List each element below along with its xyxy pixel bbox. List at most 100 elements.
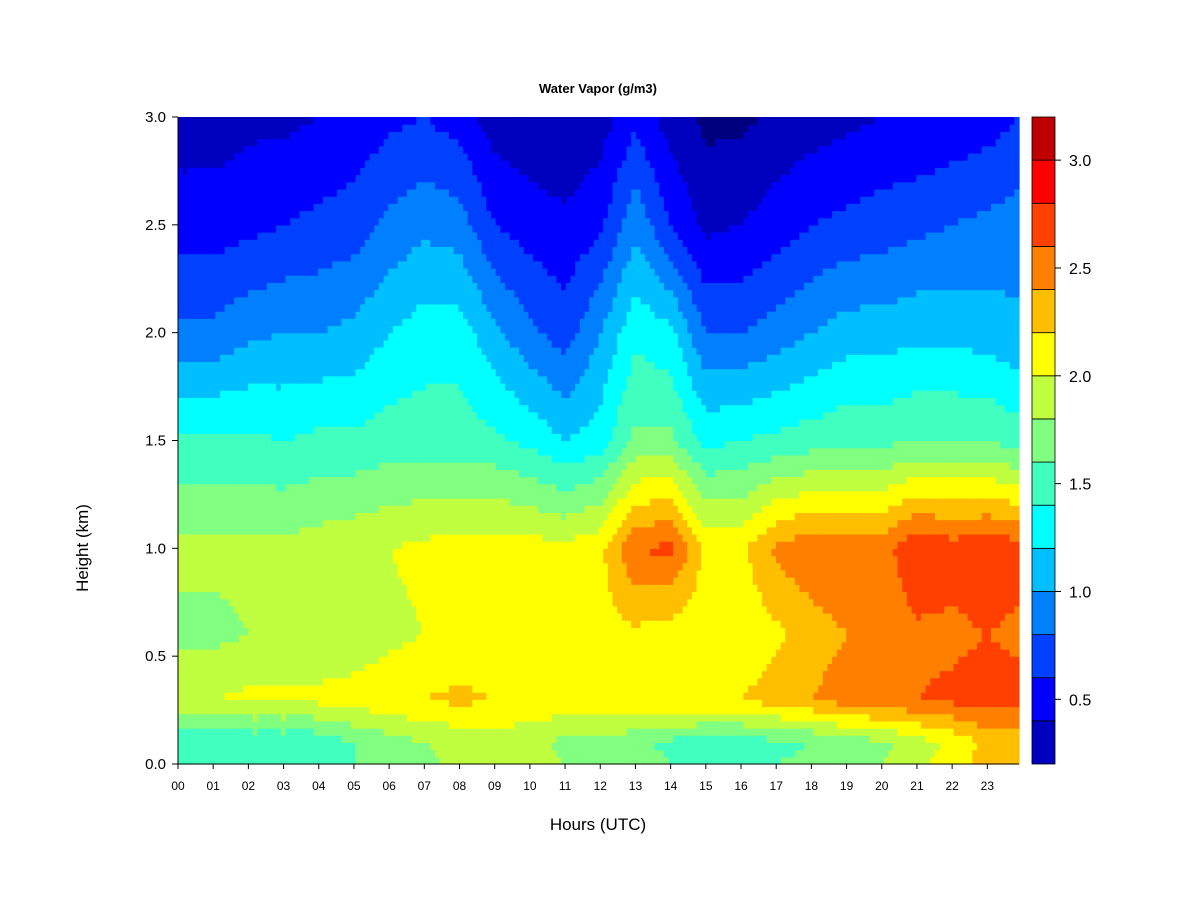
heatmap-cell: [257, 160, 262, 168]
heatmap-cell: [257, 383, 262, 391]
heatmap-cell: [393, 196, 398, 204]
heatmap-cell: [313, 563, 318, 571]
heatmap-cell: [313, 606, 318, 614]
heatmap-cell: [430, 340, 435, 348]
heatmap-cell: [416, 124, 421, 132]
heatmap-cell: [285, 412, 290, 420]
heatmap-cell: [360, 160, 365, 168]
heatmap-cell: [351, 397, 356, 405]
heatmap-cell: [365, 304, 370, 312]
heatmap-cell: [337, 239, 342, 247]
heatmap-cell: [318, 642, 323, 650]
heatmap-cell: [276, 160, 281, 168]
heatmap-cell: [365, 218, 370, 226]
heatmap-cell: [416, 548, 421, 556]
heatmap-cell: [393, 706, 398, 714]
heatmap-cell: [313, 117, 318, 125]
heatmap-cell: [416, 441, 421, 449]
heatmap-cell: [276, 584, 281, 592]
heatmap-cell: [328, 275, 333, 283]
heatmap-cell: [346, 469, 351, 477]
heatmap-cell: [178, 203, 183, 211]
heatmap-cell: [211, 699, 216, 707]
heatmap-cell: [421, 268, 426, 276]
heatmap-cell: [402, 699, 407, 707]
heatmap-cell: [267, 685, 272, 693]
heatmap-cell: [318, 167, 323, 175]
heatmap-cell: [220, 757, 225, 765]
heatmap-cell: [276, 210, 281, 218]
heatmap-cell: [183, 699, 188, 707]
heatmap-cell: [262, 606, 267, 614]
heatmap-cell: [201, 311, 206, 319]
heatmap-cell: [309, 606, 314, 614]
heatmap-cell: [370, 304, 375, 312]
heatmap-cell: [416, 635, 421, 643]
heatmap-cell: [220, 175, 225, 183]
heatmap-cell: [201, 124, 206, 132]
heatmap-cell: [398, 124, 403, 132]
heatmap-cell: [351, 239, 356, 247]
heatmap-cell: [281, 520, 286, 528]
heatmap-cell: [351, 498, 356, 506]
heatmap-cell: [257, 124, 262, 132]
heatmap-cell: [426, 225, 431, 233]
heatmap-cell: [271, 591, 276, 599]
heatmap-cell: [178, 397, 183, 405]
heatmap-cell: [421, 189, 426, 197]
heatmap-cell: [211, 203, 216, 211]
heatmap-cell: [248, 333, 253, 341]
heatmap-cell: [183, 167, 188, 175]
heatmap-cell: [253, 412, 258, 420]
heatmap-cell: [421, 563, 426, 571]
heatmap-cell: [323, 476, 328, 484]
heatmap-cell: [243, 261, 248, 269]
heatmap-cell: [370, 584, 375, 592]
heatmap-cell: [351, 210, 356, 218]
heatmap-cell: [187, 433, 192, 441]
heatmap-cell: [178, 426, 183, 434]
heatmap-cell: [253, 548, 258, 556]
heatmap-cell: [398, 218, 403, 226]
heatmap-cell: [178, 325, 183, 333]
heatmap-cell: [262, 520, 267, 528]
heatmap-cell: [295, 556, 300, 564]
heatmap-cell: [183, 613, 188, 621]
heatmap-cell: [384, 750, 389, 758]
heatmap-cell: [370, 527, 375, 535]
heatmap-cell: [201, 599, 206, 607]
heatmap-cell: [239, 685, 244, 693]
heatmap-cell: [299, 225, 304, 233]
heatmap-cell: [234, 735, 239, 743]
heatmap-cell: [281, 117, 286, 125]
heatmap-cell: [243, 563, 248, 571]
heatmap-cell: [290, 304, 295, 312]
heatmap-cell: [229, 455, 234, 463]
heatmap-cell: [281, 354, 286, 362]
heatmap-cell: [285, 390, 290, 398]
heatmap-cell: [374, 627, 379, 635]
heatmap-cell: [342, 685, 347, 693]
heatmap-cell: [332, 232, 337, 240]
heatmap-cell: [323, 441, 328, 449]
heatmap-cell: [239, 254, 244, 262]
heatmap-cell: [290, 627, 295, 635]
heatmap-cell: [435, 706, 440, 714]
heatmap-cell: [281, 469, 286, 477]
heatmap-cell: [365, 735, 370, 743]
heatmap-cell: [346, 232, 351, 240]
heatmap-cell: [393, 225, 398, 233]
heatmap-cell: [426, 175, 431, 183]
heatmap-cell: [384, 671, 389, 679]
heatmap-cell: [393, 699, 398, 707]
heatmap-cell: [332, 570, 337, 578]
heatmap-cell: [332, 527, 337, 535]
heatmap-cell: [267, 218, 272, 226]
heatmap-cell: [416, 613, 421, 621]
heatmap-cell: [183, 412, 188, 420]
heatmap-cell: [304, 599, 309, 607]
heatmap-cell: [211, 735, 216, 743]
heatmap-cell: [299, 750, 304, 758]
heatmap-cell: [309, 706, 314, 714]
heatmap-cell: [365, 534, 370, 542]
